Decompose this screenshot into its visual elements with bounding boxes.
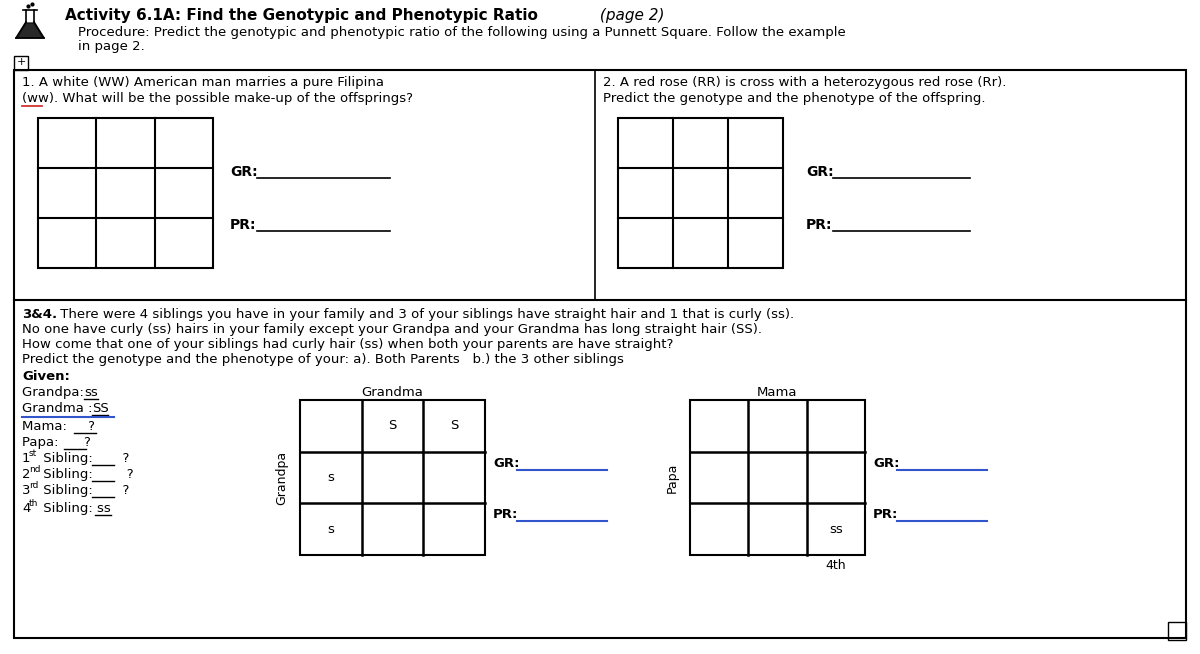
Text: PR:: PR: bbox=[493, 508, 518, 521]
Text: s: s bbox=[328, 523, 335, 536]
Text: Sibling: ss: Sibling: ss bbox=[38, 502, 110, 515]
Text: GR:: GR: bbox=[806, 165, 834, 179]
Text: 4: 4 bbox=[22, 502, 30, 515]
Text: 1: 1 bbox=[22, 452, 30, 465]
Text: Grandpa:: Grandpa: bbox=[22, 386, 88, 399]
Text: S: S bbox=[389, 419, 397, 432]
Text: PR:: PR: bbox=[874, 508, 899, 521]
Text: 2. A red rose (RR) is cross with a heterozygous red rose (Rr).: 2. A red rose (RR) is cross with a heter… bbox=[604, 76, 1007, 89]
Bar bbox=[690, 400, 865, 555]
Bar bbox=[14, 70, 1186, 638]
Text: Predict the genotype and the phenotype of your: a). Both Parents   b.) the 3 oth: Predict the genotype and the phenotype o… bbox=[22, 353, 624, 366]
Text: 2: 2 bbox=[22, 468, 30, 481]
Text: 3: 3 bbox=[22, 484, 30, 497]
Bar bbox=[14, 56, 28, 70]
Text: How come that one of your siblings had curly hair (ss) when both your parents ar: How come that one of your siblings had c… bbox=[22, 338, 673, 351]
Text: Sibling:       ?: Sibling: ? bbox=[38, 484, 130, 497]
Bar bbox=[300, 400, 485, 555]
Bar bbox=[618, 118, 784, 268]
Text: Sibling:       ?: Sibling: ? bbox=[38, 452, 130, 465]
Text: s: s bbox=[328, 471, 335, 484]
Text: (page 2): (page 2) bbox=[595, 8, 665, 23]
Text: No one have curly (ss) hairs in your family except your Grandpa and your Grandma: No one have curly (ss) hairs in your fam… bbox=[22, 323, 762, 336]
Text: Grandma: Grandma bbox=[361, 386, 424, 399]
Text: st: st bbox=[29, 449, 37, 458]
Text: Mama:     ?: Mama: ? bbox=[22, 420, 95, 433]
Text: PR:: PR: bbox=[230, 218, 257, 232]
Text: GR:: GR: bbox=[230, 165, 258, 179]
Text: GR:: GR: bbox=[493, 456, 520, 470]
Text: Mama: Mama bbox=[757, 386, 798, 399]
Text: nd: nd bbox=[29, 465, 41, 474]
Text: 3&4.: 3&4. bbox=[22, 308, 58, 321]
Text: There were 4 siblings you have in your family and 3 of your siblings have straig: There were 4 siblings you have in your f… bbox=[56, 308, 794, 321]
Text: SS: SS bbox=[92, 402, 109, 415]
Bar bbox=[38, 118, 214, 268]
Text: Grandpa: Grandpa bbox=[276, 451, 288, 505]
Text: PR:: PR: bbox=[806, 218, 833, 232]
Text: Activity 6.1A: Find the Genotypic and Phenotypic Ratio: Activity 6.1A: Find the Genotypic and Ph… bbox=[65, 8, 538, 23]
Text: S: S bbox=[450, 419, 458, 432]
Text: ss: ss bbox=[829, 523, 842, 536]
Text: +: + bbox=[17, 57, 25, 67]
Text: (ww). What will be the possible make-up of the offsprings?: (ww). What will be the possible make-up … bbox=[22, 92, 413, 105]
Polygon shape bbox=[17, 23, 43, 38]
Text: Papa: Papa bbox=[666, 462, 678, 492]
Text: in page 2.: in page 2. bbox=[78, 40, 145, 53]
Text: 4th: 4th bbox=[826, 559, 846, 572]
Text: Papa:      ?: Papa: ? bbox=[22, 436, 91, 449]
Text: th: th bbox=[29, 499, 38, 508]
Text: rd: rd bbox=[29, 481, 38, 490]
Bar bbox=[1168, 622, 1186, 640]
Text: Grandma :: Grandma : bbox=[22, 402, 97, 415]
Text: GR:: GR: bbox=[874, 456, 900, 470]
Text: ss: ss bbox=[84, 386, 97, 399]
Text: Procedure: Predict the genotypic and phenotypic ratio of the following using a P: Procedure: Predict the genotypic and phe… bbox=[78, 26, 846, 39]
Text: Given:: Given: bbox=[22, 370, 70, 383]
Text: 1. A white (WW) American man marries a pure Filipina: 1. A white (WW) American man marries a p… bbox=[22, 76, 384, 89]
Text: Predict the genotype and the phenotype of the offspring.: Predict the genotype and the phenotype o… bbox=[604, 92, 985, 105]
Text: Sibling:        ?: Sibling: ? bbox=[38, 468, 133, 481]
